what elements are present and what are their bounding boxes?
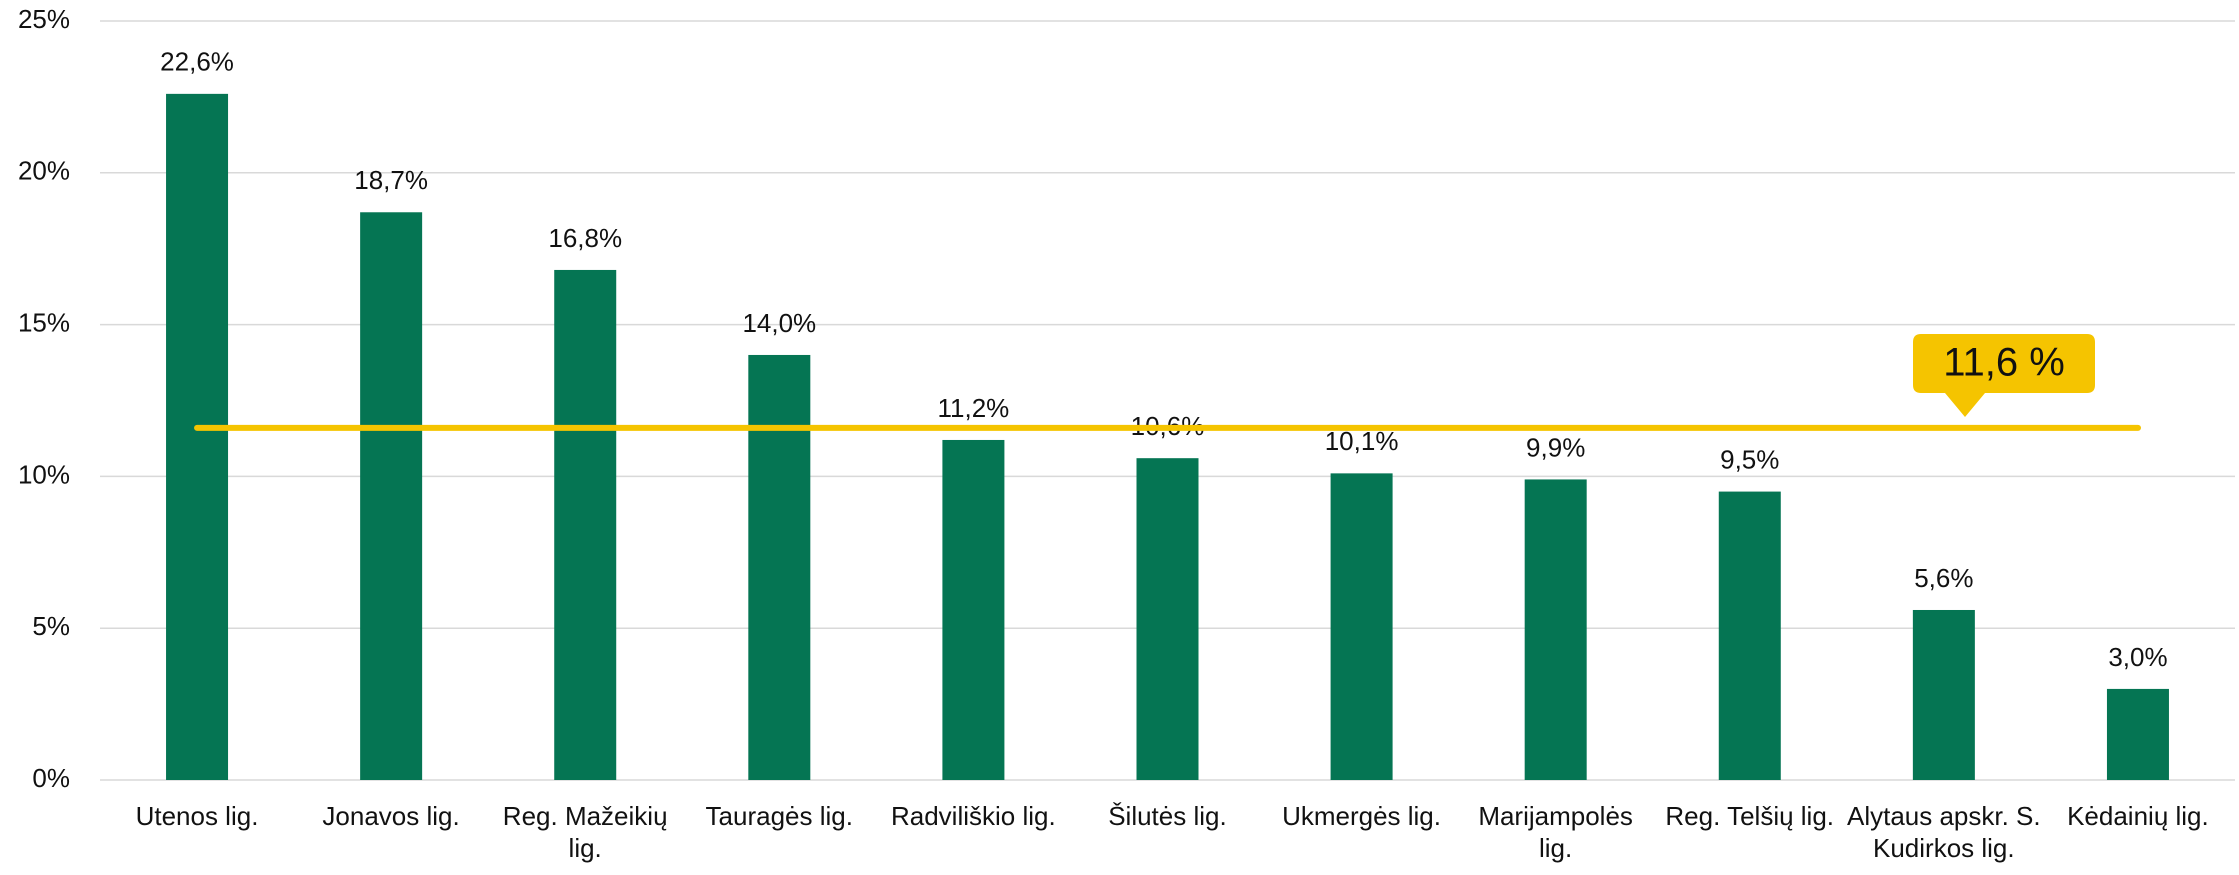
x-tick-label: Kėdainių lig. (2067, 801, 2209, 831)
data-label: 9,5% (1720, 444, 1779, 474)
bar (1330, 473, 1393, 780)
x-tick-label: Reg. Mažeikių lig. (502, 801, 668, 863)
bar (2106, 688, 2169, 780)
y-tick-label: 25% (18, 4, 70, 34)
y-tick-label: 10% (18, 459, 70, 489)
bar (166, 93, 229, 780)
bar (748, 354, 811, 780)
x-tick-label: Tauragės lig. (705, 801, 853, 831)
data-label: 10,1% (1325, 426, 1399, 456)
bar (1912, 609, 1975, 780)
data-label: 3,0% (2108, 642, 2167, 672)
data-label: 16,8% (548, 223, 622, 253)
bar (1524, 479, 1587, 780)
data-label: 11,2% (938, 393, 1010, 423)
data-label: 14,0% (742, 308, 816, 338)
data-label: 5,6% (1914, 563, 1973, 593)
x-tick-label: Alytaus apskr. S. Kudirkos lig. (1846, 801, 2041, 863)
x-tick-label: Utenos lig. (135, 801, 259, 831)
bar (554, 269, 617, 780)
x-tick-label: Ukmergės lig. (1282, 801, 1441, 831)
x-tick-label: Marijampolės lig. (1478, 801, 1633, 863)
bar (360, 212, 423, 780)
reference-label: 11,6 % (1943, 341, 2065, 385)
y-tick-label: 15% (18, 307, 70, 337)
x-tick-label: Radviliškio lig. (890, 801, 1056, 831)
callout-box (1913, 334, 2095, 417)
data-label: 9,9% (1526, 432, 1585, 462)
data-label: 22,6% (160, 47, 234, 77)
bar (942, 439, 1005, 780)
data-label: 18,7% (354, 165, 428, 195)
y-tick-label: 5% (32, 611, 70, 641)
y-tick-label: 20% (18, 156, 70, 186)
y-tick-label: 0% (32, 763, 70, 793)
x-tick-label: Šilutės lig. (1108, 801, 1227, 831)
x-tick-label: Reg. Telšių lig. (1665, 801, 1835, 831)
bar (1136, 458, 1199, 780)
bar (1718, 491, 1781, 780)
x-tick-label: Jonavos lig. (322, 801, 460, 831)
